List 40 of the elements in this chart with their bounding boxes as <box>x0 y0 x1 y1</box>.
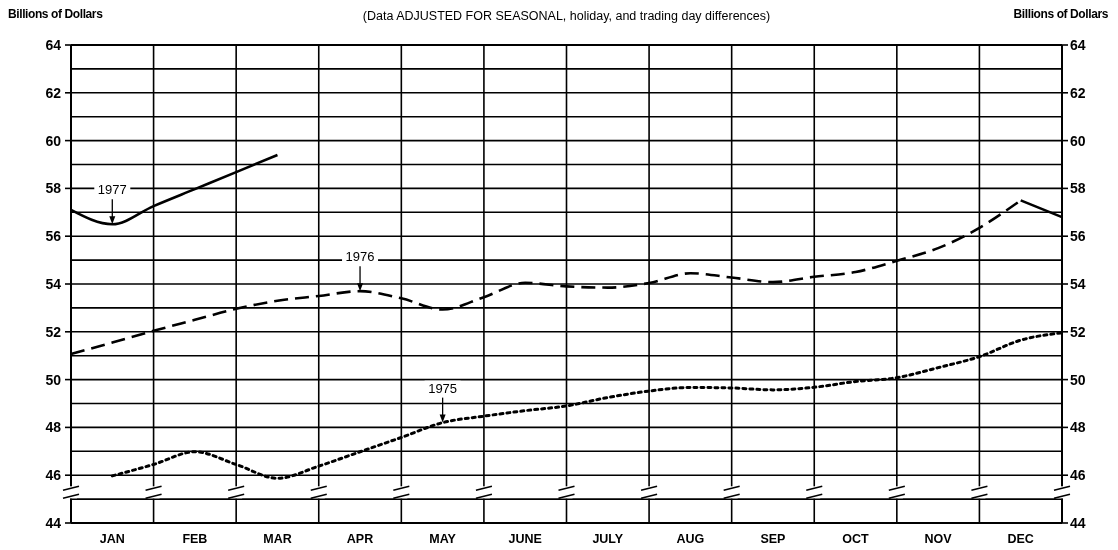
x-tick-label: DEC <box>1007 532 1034 546</box>
y2-tick-label: 50 <box>1070 371 1086 388</box>
x-tick-label: FEB <box>182 532 208 546</box>
x-tick-label: OCT <box>842 532 870 546</box>
y2-tick-label: 64 <box>1070 36 1086 53</box>
y2-tick-label: 62 <box>1070 84 1086 101</box>
y-tick-label: 46 <box>45 467 62 484</box>
y-tick-label: 48 <box>45 419 62 436</box>
annotation: 1976 <box>345 249 375 265</box>
x-tick-label: JULY <box>592 532 624 546</box>
y2-tick-label: 48 <box>1070 419 1086 436</box>
y-tick-label: 44 <box>45 514 62 531</box>
y-tick-label: 54 <box>45 275 62 292</box>
y2-tick-label: 60 <box>1070 132 1086 149</box>
y2-tick-label: 44 <box>1070 514 1086 531</box>
x-tick-label: MAY <box>429 532 457 546</box>
x-tick-label: JUNE <box>508 532 542 546</box>
x-tick-label: NOV <box>924 532 953 546</box>
x-tick-label: SEP <box>760 532 786 546</box>
y2-axis-title: Billions of Dollars <box>1013 7 1109 21</box>
y2-tick-label: 56 <box>1070 228 1086 245</box>
chart-title: (Data ADJUSTED FOR SEASONAL, holiday, and trading day differences) <box>362 9 771 23</box>
x-tick-label: AUG <box>676 532 705 546</box>
x-tick-label: JAN <box>99 532 125 546</box>
annotation: 1975 <box>428 380 458 396</box>
y2-tick-label: 54 <box>1070 275 1086 292</box>
y-tick-label: 56 <box>45 228 62 245</box>
y-tick-label: 52 <box>45 323 62 340</box>
x-tick-label: MAR <box>263 532 292 546</box>
y-tick-label: 50 <box>45 371 62 388</box>
y2-tick-label: 58 <box>1070 180 1086 197</box>
y2-tick-label: 46 <box>1070 467 1086 484</box>
y-tick-label: 58 <box>45 180 62 197</box>
y-tick-label: 60 <box>45 132 62 149</box>
x-tick-label: APR <box>346 532 374 546</box>
annotation: 1977 <box>97 182 127 198</box>
y-tick-label: 64 <box>45 36 62 53</box>
y2-tick-label: 52 <box>1070 323 1086 340</box>
y-axis-title: Billions of Dollars <box>8 7 104 21</box>
y-tick-label: 62 <box>45 84 62 101</box>
